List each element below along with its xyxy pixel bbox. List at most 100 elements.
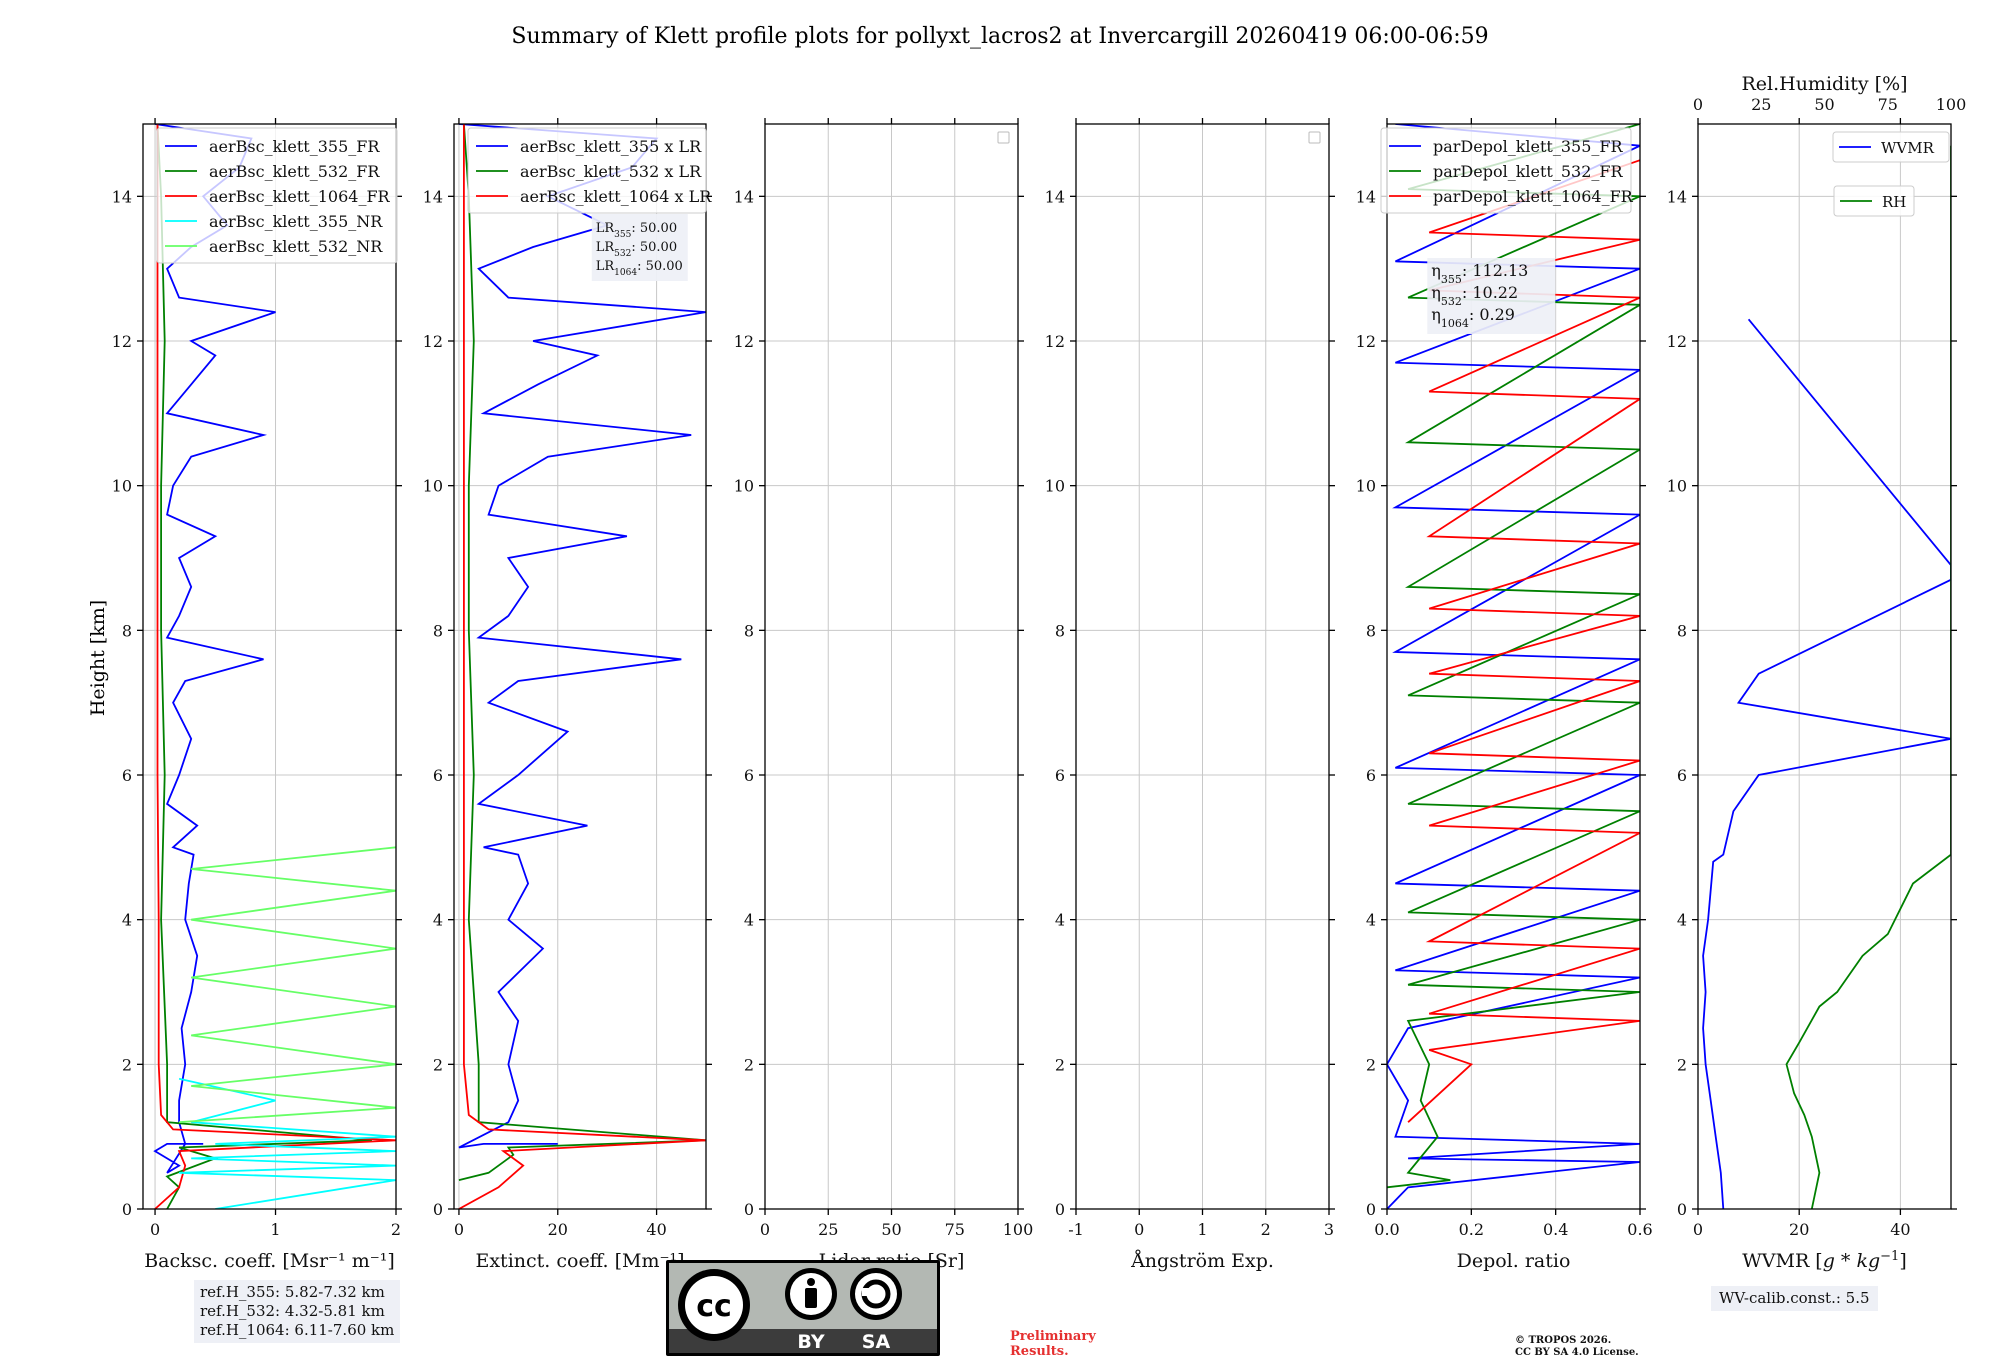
x-axis-label: WVMR [g * kg−1] [1742, 1249, 1906, 1273]
ref-height-355: ref.H_355: 5.82-7.32 km [200, 1283, 385, 1301]
legend-entry: aerBsc_klett_532 x LR [520, 162, 702, 181]
x-axis-label: Depol. ratio [1457, 1250, 1571, 1272]
series-parDepol_klett_532_FR [1387, 124, 1640, 1189]
series-parDepol_klett_1064_FR [1407, 159, 1640, 1123]
axes-frame [142, 123, 397, 1210]
legend-entry: aerBsc_klett_532_NR [209, 237, 383, 256]
legend: aerBsc_klett_355 x LR aerBsc_klett_532 x … [467, 127, 712, 214]
y-tick-label: 12 [1045, 332, 1065, 351]
y-tick-label: 8 [433, 621, 443, 640]
series-WVMR [1702, 318, 1951, 1209]
preliminary-note: Preliminary Results. [1010, 1329, 1096, 1359]
y-tick-label: 12 [734, 332, 754, 351]
annotation-box [1427, 258, 1556, 334]
legend-entry: RH [1882, 193, 1906, 211]
annotation-box [591, 214, 688, 281]
y-tick-label: 4 [744, 911, 754, 930]
y-tick-label: 14 [1356, 187, 1376, 206]
series-aerBsc_klett_355 x LR [458, 124, 706, 1149]
legend-box [1833, 185, 1915, 217]
badge-by: BY [797, 1331, 824, 1353]
y-tick-label: 2 [1055, 1055, 1065, 1074]
y-tick-label: 12 [1667, 332, 1687, 351]
x-tick-label: 0.2 [1459, 1220, 1484, 1239]
y-tick-label: 2 [433, 1055, 443, 1074]
y-tick-label: 6 [433, 766, 443, 785]
ref-height-532: ref.H_532: 4.32-5.81 km [200, 1302, 385, 1320]
y-tick-label: 10 [1045, 477, 1065, 496]
x-tick-label: 0.4 [1543, 1220, 1568, 1239]
legend-entry: WVMR [1881, 139, 1935, 157]
x-tick-label: 0 [1134, 1220, 1144, 1239]
x-tick-label: 40 [646, 1220, 666, 1239]
y-tick-label: 6 [1366, 766, 1376, 785]
axes-frame [453, 123, 707, 1210]
x-tick-label: 2 [391, 1220, 401, 1239]
x-tick-label: 1 [1197, 1220, 1207, 1239]
copyright-note: © TROPOS 2026. CC BY SA 4.0 License. [1515, 1335, 1639, 1358]
x-tick-label: 0 [454, 1220, 464, 1239]
series-group [1387, 124, 1640, 1209]
x-tick-label: 40 [1890, 1220, 1910, 1239]
chart-title: Summary of Klett profile plots for polly… [511, 24, 1488, 49]
badge-sa: SA [862, 1331, 891, 1353]
annotation-line: LR532: 50.00 [596, 240, 677, 259]
x-tick-label: 75 [945, 1220, 965, 1239]
series-aerBsc_klett_1064 x LR [458, 124, 706, 1209]
legend-entry: aerBsc_klett_1064 x LR [520, 187, 712, 206]
x2-tick-label: 75 [1878, 95, 1898, 114]
legend-entry: parDepol_klett_1064_FR [1433, 187, 1634, 206]
axes-frame [1697, 123, 1952, 1210]
series-aerBsc_klett_1064_FR [154, 124, 396, 1209]
annotation-line: η1064: 0.29 [1431, 305, 1515, 330]
y-tick-label: 0 [1055, 1200, 1065, 1219]
x2-tick-label: 100 [1936, 95, 1967, 114]
y-tick-label: 8 [1677, 621, 1687, 640]
ref-heights-box: ref.H_355: 5.82-7.32 km ref.H_532: 4.32-… [194, 1280, 401, 1343]
legend-entry: parDepol_klett_355_FR [1433, 137, 1624, 156]
x-tick-label: 100 [1003, 1220, 1034, 1239]
x2-tick-label: 0 [1693, 95, 1703, 114]
x-tick-label: 0.0 [1374, 1220, 1399, 1239]
legend-entry: parDepol_klett_532_FR [1433, 162, 1624, 181]
legend-entry: aerBsc_klett_532_FR [209, 162, 380, 181]
cc-by-sa-badge: cc BY SA [666, 1260, 940, 1356]
series-group [458, 124, 706, 1209]
series-parDepol_klett_355_FR [1387, 124, 1640, 1209]
y-tick-label: 12 [1356, 332, 1376, 351]
x2-tick-label: 25 [1751, 95, 1771, 114]
x-axis-label: Extinct. coeff. [Mm⁻¹] [475, 1250, 684, 1272]
y-tick-label: 6 [1055, 766, 1065, 785]
x-tick-label: 0 [760, 1220, 770, 1239]
y-tick-label: 0 [122, 1200, 132, 1219]
annotation-line: η532: 10.22 [1431, 283, 1518, 308]
x-axis-label: Ångström Exp. [1130, 1250, 1274, 1272]
panel-depol: 0.0 0.2 0.4 0.6 0 2 4 6 8 10 12 14 Depol. ratio parDe… [1356, 118, 1653, 1272]
y-tick-label: 10 [734, 477, 754, 496]
svg-text:cc: cc [696, 1289, 732, 1324]
annotation-line: η355: 112.13 [1431, 261, 1528, 286]
y-tick-label: 8 [122, 621, 132, 640]
y-tick-label: 14 [112, 187, 132, 206]
x-tick-label: 25 [818, 1220, 838, 1239]
series-group [153, 124, 396, 1209]
x-tick-label: 0 [150, 1220, 160, 1239]
y-tick-label: 10 [1356, 477, 1376, 496]
empty-legend [997, 131, 1010, 144]
legend-box [156, 127, 398, 264]
annotation-line: LR355: 50.00 [596, 221, 677, 240]
wv-calib-box: WV-calib.const.: 5.5 [1711, 1286, 1878, 1311]
legend-box [1380, 127, 1632, 214]
y-tick-label: 14 [423, 187, 443, 206]
legend-box [467, 127, 707, 214]
y-tick-label: 4 [1366, 911, 1376, 930]
x-tick-label: -1 [1068, 1220, 1084, 1239]
y-tick-label: 4 [1677, 911, 1687, 930]
legend: aerBsc_klett_355_FR aerBsc_klett_532_FRae… [156, 127, 398, 264]
y-tick-label: 2 [1366, 1055, 1376, 1074]
